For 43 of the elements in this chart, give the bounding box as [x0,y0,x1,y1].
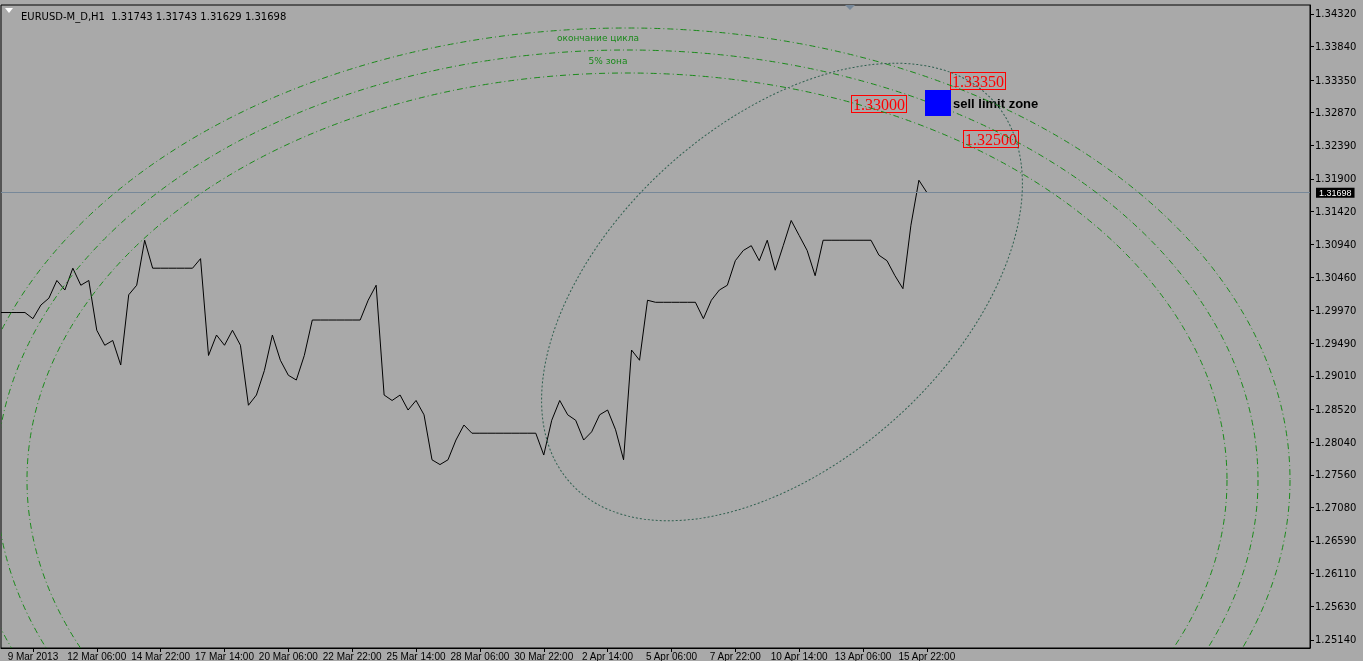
y-tick-label: 1.29490 [1315,337,1357,349]
x-tick-label: 14 Mar 22:00 [131,650,191,661]
x-tick-label: 20 Mar 06:00 [258,650,319,661]
y-tick-label: 1.34320 [1315,8,1357,20]
y-tick-label: 1.28520 [1315,403,1357,415]
annotation: 1.33000 [853,95,905,113]
x-tick-label: 28 Mar 06:00 [450,650,510,661]
annotation: окончание цикла [557,33,639,43]
y-tick-label: 1.32870 [1315,107,1357,119]
x-tick-label: 9 Mar 2013 [7,650,59,661]
annotation: 5% зона [588,56,628,66]
y-tick-label: 1.33840 [1315,41,1357,53]
annotation: 1.32500 [965,130,1017,148]
y-tick-label: 1.25630 [1315,600,1357,612]
y-tick-label: 1.25140 [1315,634,1357,646]
annotation: sell limit zone [953,95,1039,111]
y-tick-label: 1.26110 [1315,568,1357,580]
y-tick-label: 1.27080 [1315,502,1357,514]
y-tick-label: 1.29970 [1315,304,1357,316]
x-tick-label: 10 Apr 14:00 [770,650,828,661]
y-tick-label: 1.32390 [1315,139,1357,151]
x-tick-label: 22 Mar 22:00 [322,650,383,661]
x-tick-label: 2 Apr 14:00 [582,650,634,661]
y-tick-label: 1.31900 [1315,173,1357,185]
y-tick-label: 1.31420 [1315,206,1357,218]
y-tick-label: 1.29010 [1315,370,1357,382]
x-tick-label: 17 Mar 14:00 [195,650,255,661]
x-tick-label: 7 Apr 22:00 [709,650,762,661]
x-tick-label: 12 Mar 06:00 [67,650,127,661]
x-tick-label: 15 Apr 22:00 [898,650,956,661]
y-tick-label: 1.30940 [1315,238,1357,250]
y-tick-label: 1.27560 [1315,469,1357,481]
annotation: 1.33350 [952,72,1004,90]
y-tick-label: 1.26590 [1315,535,1357,547]
x-tick-label: 25 Mar 14:00 [386,650,446,661]
ref-line-label: 1.31698 [1319,187,1352,198]
text: EURUSD-M_D,H1 1.31743 1.31743 1.31629 1.31698 [21,10,287,23]
y-tick-label: 1.28040 [1315,436,1357,448]
y-tick-label: 1.30460 [1315,271,1357,283]
x-tick-label: 5 Apr 06:00 [645,650,698,661]
y-tick-label: 1.33350 [1315,74,1357,86]
x-tick-label: 13 Apr 06:00 [834,650,892,661]
x-tick-label: 30 Mar 22:00 [514,650,574,661]
